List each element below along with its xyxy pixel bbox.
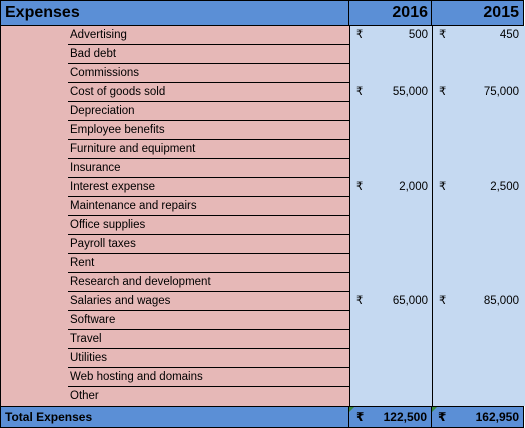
currency-symbol-2015: ₹	[439, 86, 447, 98]
expense-label-cell[interactable]: Web hosting and domains	[68, 368, 349, 387]
header-divider	[431, 1, 432, 25]
expense-label-cell[interactable]: Research and development	[68, 273, 349, 292]
expense-label-cell[interactable]: Utilities	[68, 349, 349, 368]
currency-symbol-2016: ₹	[356, 295, 364, 307]
total-currency-2015: ₹	[438, 410, 447, 424]
expense-label-cell[interactable]: Cost of goods sold	[68, 83, 349, 102]
error-indicator-icon[interactable]	[349, 407, 354, 412]
currency-symbol-2016: ₹	[356, 181, 364, 193]
header-title[interactable]: Expenses	[5, 4, 80, 21]
header-year-2016[interactable]: 2016	[392, 4, 428, 21]
table-body: Advertising ₹500 ₹450 Bad debt Commissions Co…	[0, 26, 525, 406]
expense-label-cell[interactable]: Depreciation	[68, 102, 349, 121]
value-cell-2016[interactable]: 65,000	[392, 295, 428, 307]
total-divider	[348, 407, 349, 427]
currency-symbol-2016: ₹	[356, 86, 364, 98]
total-label[interactable]: Total Expenses	[5, 410, 93, 424]
expense-label-cell[interactable]: Furniture and equipment	[68, 140, 349, 159]
currency-symbol-2015: ₹	[439, 295, 447, 307]
currency-symbol-2015: ₹	[439, 181, 447, 193]
header-divider	[348, 1, 349, 25]
table-header: Expenses 2016 2015	[0, 0, 524, 26]
expense-label-cell[interactable]: Travel	[68, 330, 349, 349]
total-currency-2016: ₹	[356, 410, 365, 424]
expense-label-cell[interactable]: Insurance	[68, 159, 349, 178]
error-indicator-icon[interactable]	[432, 407, 437, 412]
expense-label-cell[interactable]: Software	[68, 311, 349, 330]
total-divider	[431, 407, 432, 427]
value-column-2016	[349, 26, 434, 406]
expense-label-cell[interactable]: Bad debt	[68, 45, 349, 64]
expense-label-cell[interactable]: Maintenance and repairs	[68, 197, 349, 216]
expense-label-cell[interactable]: Rent	[68, 254, 349, 273]
value-cell-2016[interactable]: 2,000	[399, 181, 428, 193]
value-column-2015	[432, 26, 525, 406]
header-year-2015[interactable]: 2015	[483, 4, 519, 21]
expense-label-cell[interactable]: Employee benefits	[68, 121, 349, 140]
currency-symbol-2016: ₹	[356, 29, 364, 41]
value-cell-2015[interactable]: 2,500	[490, 181, 519, 193]
value-cell-2015[interactable]: 75,000	[483, 86, 519, 98]
value-cell-2016[interactable]: 500	[408, 29, 428, 41]
value-cell-2016[interactable]: 55,000	[392, 86, 428, 98]
value-cell-2015[interactable]: 85,000	[483, 295, 519, 307]
total-row: Total Expenses ₹ 122,500 ₹ 162,950	[0, 406, 524, 428]
expense-label-cell[interactable]: Commissions	[68, 64, 349, 83]
value-cell-2015[interactable]: 450	[499, 29, 519, 41]
category-column	[68, 26, 349, 406]
expense-label-cell[interactable]: Payroll taxes	[68, 235, 349, 254]
indent-column[interactable]	[1, 26, 69, 406]
currency-symbol-2015: ₹	[439, 29, 447, 41]
expense-label-cell[interactable]: Office supplies	[68, 216, 349, 235]
expense-label-cell[interactable]: Interest expense	[68, 178, 349, 197]
expense-label-cell[interactable]: Advertising	[68, 26, 349, 45]
expense-label-cell[interactable]: Salaries and wages	[68, 292, 349, 311]
total-value-2016[interactable]: 122,500	[383, 410, 427, 424]
expense-label-cell[interactable]: Other	[70, 390, 99, 402]
total-value-2015[interactable]: 162,950	[475, 410, 519, 424]
